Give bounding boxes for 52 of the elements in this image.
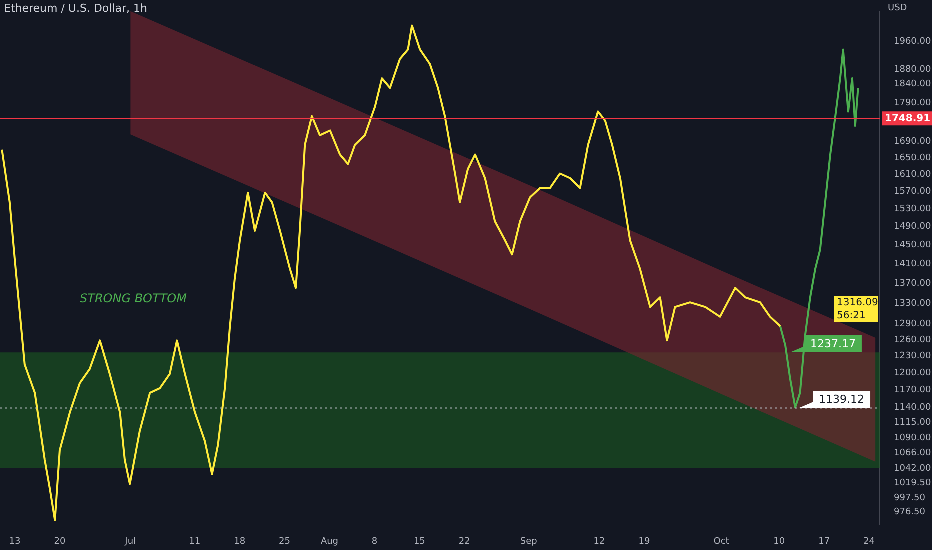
x-tick-label: 25 xyxy=(279,536,290,547)
y-tick-label: 1115.00 xyxy=(894,418,932,428)
y-tick-label: 1530.00 xyxy=(894,204,932,214)
y-tick-label: 1690.00 xyxy=(894,137,932,148)
annotation: 1139.12 xyxy=(819,393,865,406)
annotation: STRONG BOTTOM xyxy=(80,291,188,306)
y-tick-label: 1090.00 xyxy=(894,433,932,444)
y-tick-label: 1140.00 xyxy=(894,403,932,414)
y-tick-label: 1066.00 xyxy=(894,448,932,458)
x-tick-label: 10 xyxy=(774,536,786,547)
y-tick-label: 1490.00 xyxy=(894,222,932,232)
y-axis-title: USD xyxy=(888,3,908,14)
y-tick-label: 1610.00 xyxy=(894,170,932,180)
y-tick-label: 1260.00 xyxy=(894,335,932,346)
annotation: 56:21 xyxy=(837,310,866,322)
y-tick-label: 1650.00 xyxy=(894,153,932,164)
y-tick-label: 1290.00 xyxy=(894,320,932,330)
y-tick-label: 1230.00 xyxy=(894,352,932,362)
y-tick-label: 1019.50 xyxy=(894,478,932,489)
y-tick-label: 1880.00 xyxy=(894,65,932,76)
y-tick-label: 976.50 xyxy=(894,508,926,518)
x-tick-label: 24 xyxy=(864,536,876,547)
x-tick-label: Jul xyxy=(124,536,136,547)
x-tick-label: Aug xyxy=(320,536,339,547)
x-tick-label: 12 xyxy=(594,536,606,547)
x-tick-label: 15 xyxy=(414,536,426,547)
y-tick-label: 997.50 xyxy=(894,493,926,504)
x-tick-label: Oct xyxy=(714,536,730,547)
ref-line-label: 1748.91 xyxy=(885,113,931,124)
x-tick-label: 20 xyxy=(54,536,66,547)
y-tick-label: 1170.00 xyxy=(894,386,932,396)
x-tick-label: 11 xyxy=(189,536,201,547)
y-tick-label: 1570.00 xyxy=(894,186,932,197)
x-tick-label: 22 xyxy=(458,536,470,547)
y-tick-label: 1042.00 xyxy=(894,464,932,474)
y-tick-label: 1370.00 xyxy=(894,278,932,289)
y-tick-label: 1790.00 xyxy=(894,98,932,108)
y-tick-label: 1330.00 xyxy=(894,298,932,309)
x-tick-label: Sep xyxy=(520,536,538,547)
x-tick-label: 19 xyxy=(638,536,650,547)
y-tick-label: 1200.00 xyxy=(894,368,932,378)
annotation: 1316.09 xyxy=(837,298,878,309)
y-tick-label: 1410.00 xyxy=(894,260,932,270)
y-tick-label: 1450.00 xyxy=(894,240,932,251)
x-tick-label: 18 xyxy=(234,536,246,547)
chart-title: Ethereum / U.S. Dollar, 1h xyxy=(4,2,148,15)
y-tick-label: 1840.00 xyxy=(894,80,932,90)
x-tick-label: 8 xyxy=(372,536,378,547)
y-tick-label: 1960.00 xyxy=(894,37,932,48)
x-tick-label: 17 xyxy=(818,536,830,547)
x-tick-label: 13 xyxy=(9,536,21,547)
annotation: 1237.17 xyxy=(810,337,856,350)
